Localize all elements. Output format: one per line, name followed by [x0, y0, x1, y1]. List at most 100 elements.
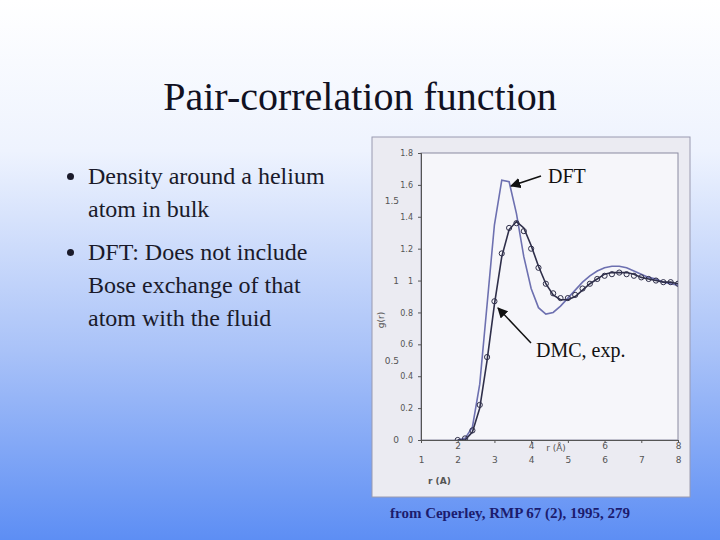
y2-axis-tick: 0.5 — [385, 356, 421, 366]
y-axis-tick-mark — [418, 217, 421, 218]
slide-title: Pair-correlation function — [163, 74, 557, 119]
y-axis-title: g(r) — [376, 312, 386, 328]
series-point — [470, 428, 475, 433]
series-point — [543, 281, 548, 286]
y-axis-tick-label: 1.4 — [400, 213, 413, 222]
bullet-item: DFT: Does not include Bose exchange of t… — [88, 236, 346, 335]
y2-axis-tick-label: 1.5 — [385, 196, 399, 206]
x-axis-tick: 2 — [455, 440, 461, 465]
series-point — [617, 270, 622, 275]
y2-axis-tick-label: 1 — [393, 276, 399, 286]
y-axis-tick: 1 — [408, 277, 421, 286]
y-axis-tick-label: 1.2 — [400, 245, 413, 254]
x-axis: 1 2 3 4 5 6 7 8 — [419, 440, 682, 465]
x-axis-tick: 4 — [529, 440, 535, 465]
bullet-list: Density around a helium atom in bulkDFT:… — [62, 160, 346, 345]
x-axis-tick-label: 8 — [676, 455, 682, 465]
x2-axis-tick: 6 — [602, 440, 608, 451]
y-axis: 0 0.2 0.4 0.6 0.8 1 1.2 1.4 1.6 1.8 — [400, 149, 421, 445]
y2-axis-tick-label: 0 — [393, 435, 399, 445]
y-axis-tick: 0.8 — [400, 309, 421, 318]
y-axis-tick-label: 0.6 — [400, 340, 413, 349]
x2-axis-tick: 8 — [676, 440, 682, 451]
series-point — [653, 278, 658, 283]
y-axis-tick-label: 1.8 — [400, 149, 413, 158]
series-point — [484, 354, 489, 359]
x-axis-tick-label: 3 — [492, 455, 498, 465]
slide-canvas: Pair-correlation function 1 2 3 4 5 6 7 82 4 6 8 0 0.… — [0, 0, 720, 540]
y-axis-tick: 1.2 — [400, 245, 421, 254]
series-point — [602, 273, 607, 278]
x-axis-tick-label: 4 — [529, 455, 535, 465]
y-axis-tick-mark — [418, 281, 421, 282]
x-axis-tick-label: 5 — [565, 455, 571, 465]
x-axis-tick: 5 — [565, 440, 571, 465]
series-point — [499, 251, 504, 256]
series-point — [558, 295, 563, 300]
figure-box — [372, 137, 690, 497]
y-axis-tick: 1.6 — [400, 181, 421, 190]
y2-axis-tick: 1.5 — [385, 196, 421, 206]
annotation-text: DFT — [548, 165, 586, 187]
y-axis-tick-mark — [418, 408, 421, 409]
series-line — [458, 222, 678, 440]
series-point — [521, 229, 526, 234]
y-axis-tick-mark — [418, 249, 421, 250]
y-axis-tick: 1.4 — [400, 213, 421, 222]
x-axis-tick: 1 — [419, 440, 425, 465]
y-axis-tick-mark — [418, 440, 421, 441]
y2-axis-tick: 0 — [393, 435, 421, 445]
series-point — [507, 225, 512, 230]
x-axis-tick-label: 7 — [639, 455, 645, 465]
series-point — [624, 272, 629, 277]
series-point — [609, 272, 614, 277]
y-axis-tick-label: 1 — [408, 277, 413, 286]
series-point — [536, 265, 541, 270]
y-axis-tick-mark — [418, 312, 421, 313]
annotation-text: DMC, exp. — [536, 339, 625, 362]
y-axis-tick: 0.6 — [400, 340, 421, 349]
y-axis-tick-mark — [418, 344, 421, 345]
x2-axis-title: r (Å) — [546, 442, 566, 453]
x-axis-tick-label: 1 — [419, 455, 425, 465]
series-point — [668, 280, 673, 285]
x2-axis-tick-label: 4 — [529, 441, 535, 451]
series-point — [587, 281, 592, 286]
y2-axis-tick-label: 0.5 — [385, 356, 399, 366]
x2-axis-tick: 2 — [455, 440, 461, 451]
y-axis-line — [418, 154, 422, 441]
y-axis-tick: 0.2 — [400, 404, 421, 413]
y-axis-tick-label: 0.8 — [400, 309, 413, 318]
x2-axis-tick-label: 2 — [455, 441, 461, 451]
y-axis-tick-mark — [418, 153, 421, 154]
series-point — [477, 402, 482, 407]
series-point — [551, 291, 556, 296]
y-axis-tick: 1.8 — [400, 149, 421, 158]
y-axis-tick: 0.4 — [400, 372, 421, 381]
x2-axis-tick-label: 8 — [676, 441, 682, 451]
x-axis-tick-label: 2 — [455, 455, 461, 465]
series-point — [595, 276, 600, 281]
series-point — [661, 280, 666, 285]
series-point — [646, 276, 651, 281]
series-point — [492, 299, 497, 304]
y-axis-tick-label: 0.2 — [400, 404, 413, 413]
source-note: from Ceperley, RMP 67 (2), 1995, 279 — [390, 505, 630, 522]
series-point — [631, 273, 636, 278]
x-axis-title: r (A) — [428, 476, 451, 486]
series-point — [573, 292, 578, 297]
series-point — [675, 281, 678, 286]
plot-marks — [455, 180, 678, 440]
y-axis-tick-label: 0 — [408, 436, 413, 445]
series-point — [514, 221, 519, 226]
y2-axis-line — [421, 154, 422, 441]
series-point — [529, 246, 534, 251]
series-line — [458, 180, 678, 440]
y-axis-tick-mark — [418, 185, 421, 186]
series-point — [565, 295, 570, 300]
y-axis-tick-label: 1.6 — [400, 181, 413, 190]
series-point — [455, 437, 460, 440]
x-axis-tick: 7 — [639, 440, 645, 465]
plot-area — [421, 153, 678, 440]
y-axis-tick-mark — [418, 376, 421, 377]
